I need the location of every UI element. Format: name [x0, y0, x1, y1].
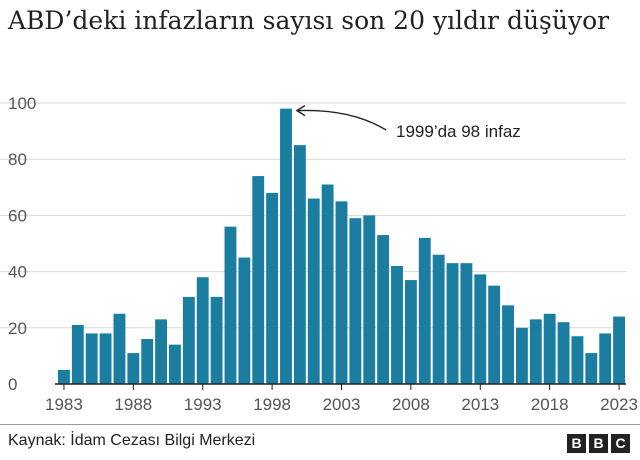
bar-1994 — [210, 296, 223, 384]
bar-2005 — [363, 215, 376, 384]
bar-2020 — [571, 336, 584, 384]
y-tick-label-80: 80 — [8, 150, 27, 169]
y-tick-label-60: 60 — [8, 206, 27, 225]
annotation: 1999’da 98 infaz — [295, 105, 521, 141]
bar-1997 — [252, 176, 265, 384]
bar-1983 — [58, 369, 70, 384]
bbc-logo: B B C — [567, 434, 630, 453]
x-tick-label-2023: 2023 — [600, 395, 638, 414]
source-note: Kaynak: İdam Cezası Bilgi Merkezi — [8, 432, 256, 449]
y-tick-label-0: 0 — [8, 375, 17, 394]
bar-2019 — [557, 322, 570, 384]
x-tick-label-2008: 2008 — [392, 395, 430, 414]
bar-1993 — [196, 277, 209, 384]
bar-1987 — [113, 313, 126, 384]
annotation-arrow — [296, 109, 387, 131]
annotation-arrowhead — [295, 105, 306, 117]
annotation-label: 1999’da 98 infaz — [396, 122, 521, 141]
y-tick-label-100: 100 — [8, 94, 36, 113]
bar-1995 — [224, 226, 237, 384]
bar-2013 — [474, 274, 487, 384]
x-tick-label-1998: 1998 — [253, 395, 291, 414]
bar-2015 — [502, 305, 514, 384]
y-axis-tick-labels: 0 20 40 60 80 100 — [8, 94, 36, 394]
x-tick-label-1993: 1993 — [184, 395, 222, 414]
bar-2012 — [460, 263, 473, 384]
logo-letter-b2: B — [589, 434, 608, 453]
bar-chart: 0 20 40 60 80 100 1983 1988 1993 1998 2003 2008 201… — [0, 94, 638, 414]
bar-2022 — [599, 333, 612, 384]
bar-2007 — [391, 265, 403, 384]
logo-letter-c: C — [611, 434, 630, 453]
bar-2004 — [349, 218, 362, 384]
x-tick-label-2018: 2018 — [531, 395, 569, 414]
bar-1992 — [182, 296, 195, 384]
logo-letter-b1: B — [567, 434, 586, 453]
x-tick-label-1983: 1983 — [45, 395, 83, 414]
bar-2016 — [515, 327, 528, 384]
bar-1996 — [238, 257, 251, 384]
bar-2017 — [529, 319, 542, 384]
bar-2021 — [585, 353, 598, 384]
bar-2009 — [418, 237, 431, 384]
bar-1989 — [141, 339, 154, 384]
bar-2008 — [404, 280, 417, 384]
x-tick-label-2003: 2003 — [323, 395, 361, 414]
bar-1990 — [155, 319, 168, 384]
bar-2011 — [446, 263, 459, 384]
bar-1988 — [127, 353, 140, 384]
chart-title: ABD’deki infazların sayısı son 20 yıldır… — [8, 6, 610, 35]
bar-2006 — [377, 235, 390, 384]
bar-2010 — [432, 254, 445, 384]
bar-2014 — [488, 285, 501, 384]
y-tick-label-20: 20 — [8, 319, 27, 338]
bar-2001 — [307, 198, 320, 384]
bar-2023 — [613, 316, 625, 384]
bar-1998 — [266, 192, 279, 384]
bar-2002 — [321, 184, 334, 384]
x-tick-label-1988: 1988 — [114, 395, 152, 414]
bar-2018 — [543, 313, 556, 384]
bar-1985 — [85, 333, 98, 384]
y-tick-label-40: 40 — [8, 263, 27, 282]
bars — [58, 108, 625, 385]
bar-1986 — [99, 333, 112, 384]
bar-1984 — [71, 324, 84, 384]
bar-2003 — [335, 201, 348, 384]
footer-divider — [0, 424, 640, 425]
x-axis: 1983 1988 1993 1998 2003 2008 2013 2018 2023 — [45, 383, 638, 414]
bar-1999 — [280, 108, 292, 385]
bar-2000 — [293, 145, 306, 384]
bar-1991 — [169, 344, 181, 384]
x-tick-label-2013: 2013 — [461, 395, 499, 414]
